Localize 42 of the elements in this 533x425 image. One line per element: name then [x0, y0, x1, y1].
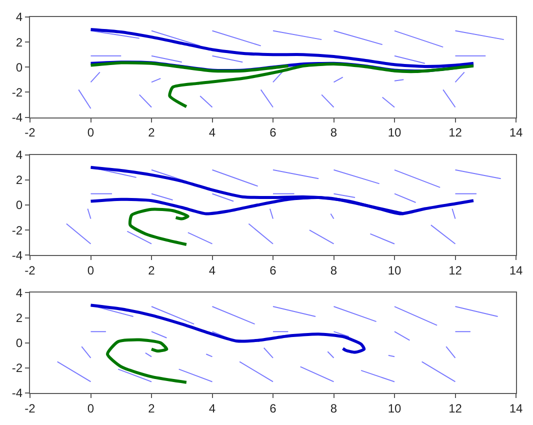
x-tick-label: 10: [388, 126, 402, 140]
x-tick-label: 2: [148, 401, 156, 416]
y-tick-label: -2: [12, 85, 23, 100]
x-tick-label: 12: [448, 401, 462, 416]
x-tick-label: 0: [87, 126, 94, 140]
x-tick-label: 4: [208, 401, 216, 416]
x-tick-label: -2: [24, 126, 36, 140]
y-tick-label: 4: [16, 286, 23, 300]
x-tick-label: 0: [87, 401, 94, 416]
y-tick-label: -4: [12, 110, 23, 124]
x-tick-label: 6: [270, 126, 277, 140]
y-tick-label: -4: [12, 248, 23, 262]
x-tick-label: 0: [87, 264, 94, 278]
y-tick-label: -2: [12, 223, 23, 238]
x-tick-label: 10: [388, 401, 402, 416]
x-tick-label: 4: [208, 264, 216, 278]
x-tick-label: 8: [330, 401, 338, 416]
x-tick-label: 2: [148, 126, 156, 140]
x-tick-label: 6: [270, 264, 277, 278]
x-tick-label: 4: [208, 126, 216, 140]
x-tick-label: 12: [448, 126, 462, 140]
y-tick-label: -2: [12, 361, 23, 376]
y-tick-label: 2: [16, 173, 23, 188]
x-tick-label: 10: [388, 264, 402, 278]
x-tick-label: 12: [448, 264, 462, 278]
y-tick-label: 2: [16, 311, 23, 326]
x-tick-label: 2: [148, 264, 156, 278]
y-tick-label: -4: [12, 386, 23, 400]
y-tick-label: 0: [16, 336, 23, 350]
y-tick-label: 2: [16, 35, 23, 50]
y-tick-label: 0: [16, 60, 23, 74]
x-tick-label: 8: [330, 126, 338, 140]
x-tick-label: 14: [509, 401, 523, 416]
y-tick-label: 4: [16, 148, 23, 162]
x-tick-label: -2: [24, 264, 36, 278]
x-tick-label: 14: [509, 126, 523, 140]
y-tick-label: 0: [16, 198, 23, 212]
x-tick-label: 14: [509, 264, 523, 278]
x-tick-label: -2: [24, 401, 36, 416]
x-tick-label: 6: [270, 401, 277, 416]
y-tick-label: 4: [16, 10, 23, 24]
x-tick-label: 8: [330, 264, 338, 278]
